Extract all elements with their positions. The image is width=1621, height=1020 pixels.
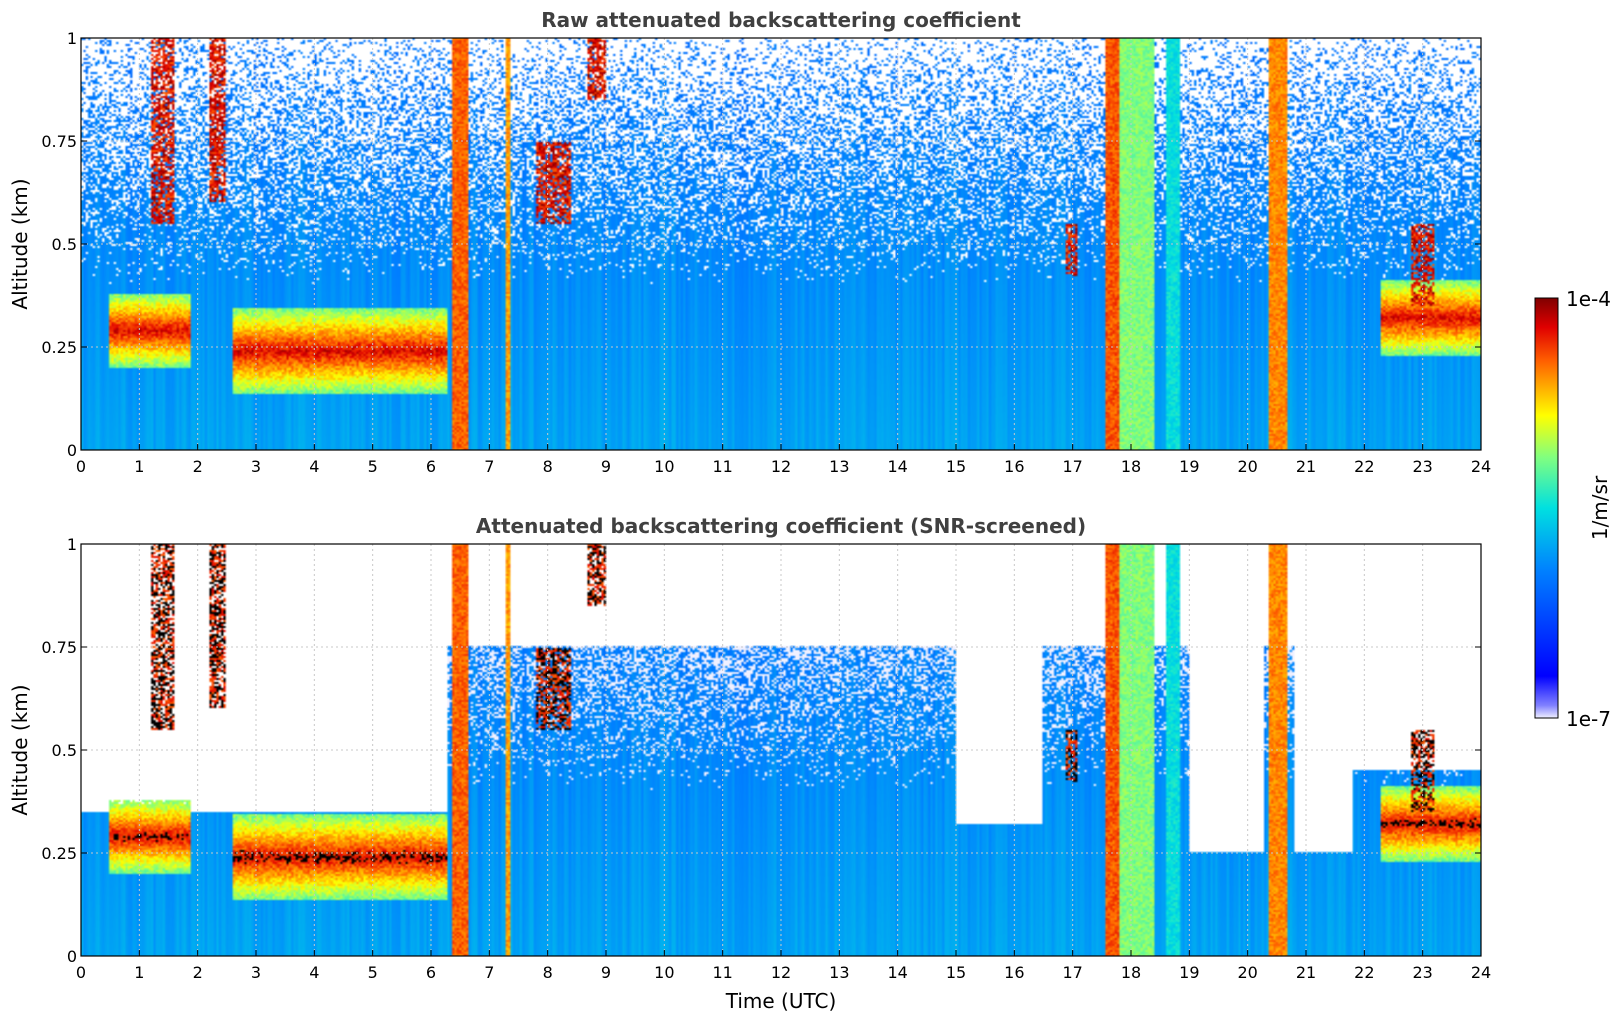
colorbar: 1e-4 1e-7 1/m/sr [1534, 287, 1612, 731]
x-tick-label: 22 [1354, 457, 1374, 476]
x-axis-ticks: 0 1 2 3 4 5 6 7 8 9 10 11 12 13 14 15 16 17 18 19 20 21 22 23 24 [76, 950, 1491, 982]
x-tick-label: 19 [1179, 963, 1199, 982]
y-tick-label: 0.5 [52, 741, 77, 760]
x-tick-label: 13 [829, 457, 849, 476]
y-tick-label: 0.75 [41, 132, 77, 151]
x-tick-label: 6 [426, 457, 436, 476]
x-tick-label: 19 [1179, 457, 1199, 476]
x-tick-label: 6 [426, 963, 436, 982]
x-axis-label: Time (UTC) [725, 989, 837, 1013]
x-tick-label: 12 [771, 457, 791, 476]
x-tick-label: 18 [1121, 457, 1141, 476]
y-axis-label: Altitude (km) [8, 178, 32, 309]
x-tick-label: 15 [946, 963, 966, 982]
x-tick-label: 10 [654, 457, 674, 476]
y-axis-ticks: 0 0.25 0.5 0.75 1 [41, 535, 1481, 966]
x-tick-label: 10 [654, 963, 674, 982]
x-tick-label: 2 [193, 963, 203, 982]
x-tick-label: 2 [193, 457, 203, 476]
x-tick-label: 5 [368, 963, 378, 982]
y-axis-label: Altitude (km) [8, 684, 32, 815]
x-axis-ticks: 0 1 2 3 4 5 6 7 8 9 10 11 12 13 14 15 16 17 18 19 20 21 22 23 24 [76, 444, 1491, 476]
y-tick-label: 1 [67, 535, 77, 554]
x-tick-label: 23 [1412, 963, 1432, 982]
x-tick-label: 14 [887, 457, 907, 476]
x-tick-label: 13 [829, 963, 849, 982]
x-tick-label: 4 [309, 963, 319, 982]
gridlines [81, 544, 1481, 956]
raw-backscatter-panel: Raw attenuated backscattering coefficien… [8, 8, 1491, 476]
chart-title: Attenuated backscattering coefficient (S… [476, 514, 1086, 538]
x-tick-label: 18 [1121, 963, 1141, 982]
colorbar-min-label: 1e-7 [1566, 707, 1611, 731]
x-tick-label: 17 [1062, 457, 1082, 476]
x-tick-label: 16 [1004, 457, 1024, 476]
x-tick-label: 11 [712, 457, 732, 476]
x-tick-label: 21 [1296, 963, 1316, 982]
x-tick-label: 7 [484, 457, 494, 476]
y-tick-label: 0.5 [52, 235, 77, 254]
x-tick-label: 0 [76, 457, 86, 476]
x-tick-label: 1 [134, 963, 144, 982]
x-tick-label: 9 [601, 963, 611, 982]
y-tick-label: 0.25 [41, 338, 77, 357]
x-tick-label: 21 [1296, 457, 1316, 476]
x-tick-label: 24 [1471, 457, 1491, 476]
x-tick-label: 11 [712, 963, 732, 982]
y-tick-label: 0.25 [41, 844, 77, 863]
x-tick-label: 4 [309, 457, 319, 476]
x-tick-label: 20 [1237, 457, 1257, 476]
x-tick-label: 16 [1004, 963, 1024, 982]
gridlines [81, 38, 1481, 450]
x-tick-label: 23 [1412, 457, 1432, 476]
y-tick-label: 0.75 [41, 638, 77, 657]
x-tick-label: 14 [887, 963, 907, 982]
x-tick-label: 15 [946, 457, 966, 476]
colorbar-gradient [1534, 297, 1559, 719]
screened-backscatter-panel: Attenuated backscattering coefficient (S… [8, 514, 1491, 1013]
x-tick-label: 17 [1062, 963, 1082, 982]
y-tick-label: 0 [67, 441, 77, 460]
x-tick-label: 22 [1354, 963, 1374, 982]
colorbar-max-label: 1e-4 [1566, 287, 1611, 311]
x-tick-label: 8 [543, 963, 553, 982]
y-tick-label: 0 [67, 947, 77, 966]
chart-title: Raw attenuated backscattering coefficien… [541, 8, 1021, 32]
x-tick-label: 3 [251, 457, 261, 476]
y-tick-label: 1 [67, 29, 77, 48]
x-tick-label: 0 [76, 963, 86, 982]
y-axis-ticks: 0 0.25 0.5 0.75 1 [41, 29, 1481, 460]
x-tick-label: 1 [134, 457, 144, 476]
x-tick-label: 3 [251, 963, 261, 982]
x-tick-label: 7 [484, 963, 494, 982]
x-tick-label: 12 [771, 963, 791, 982]
x-tick-label: 8 [543, 457, 553, 476]
x-tick-label: 5 [368, 457, 378, 476]
x-tick-label: 24 [1471, 963, 1491, 982]
x-tick-label: 9 [601, 457, 611, 476]
x-tick-label: 20 [1237, 963, 1257, 982]
colorbar-unit-label: 1/m/sr [1588, 475, 1612, 540]
